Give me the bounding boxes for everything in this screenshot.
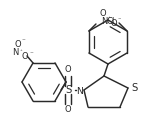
Text: O: O	[111, 18, 117, 27]
Text: O: O	[100, 8, 106, 18]
Text: O: O	[22, 52, 28, 62]
Text: O: O	[65, 105, 71, 114]
Text: ⁻: ⁻	[22, 38, 26, 44]
Text: S: S	[132, 83, 138, 93]
Text: N: N	[77, 88, 83, 96]
Text: O: O	[65, 66, 71, 75]
Text: ⁺: ⁺	[20, 49, 23, 54]
Text: O: O	[15, 40, 21, 49]
Text: ⁺: ⁺	[108, 16, 110, 21]
Text: S: S	[65, 85, 71, 95]
Text: ⁻: ⁻	[30, 51, 34, 57]
Text: Cl: Cl	[107, 16, 115, 25]
Text: N: N	[101, 16, 107, 25]
Text: ⁻: ⁻	[117, 17, 121, 23]
Text: N: N	[12, 49, 18, 57]
